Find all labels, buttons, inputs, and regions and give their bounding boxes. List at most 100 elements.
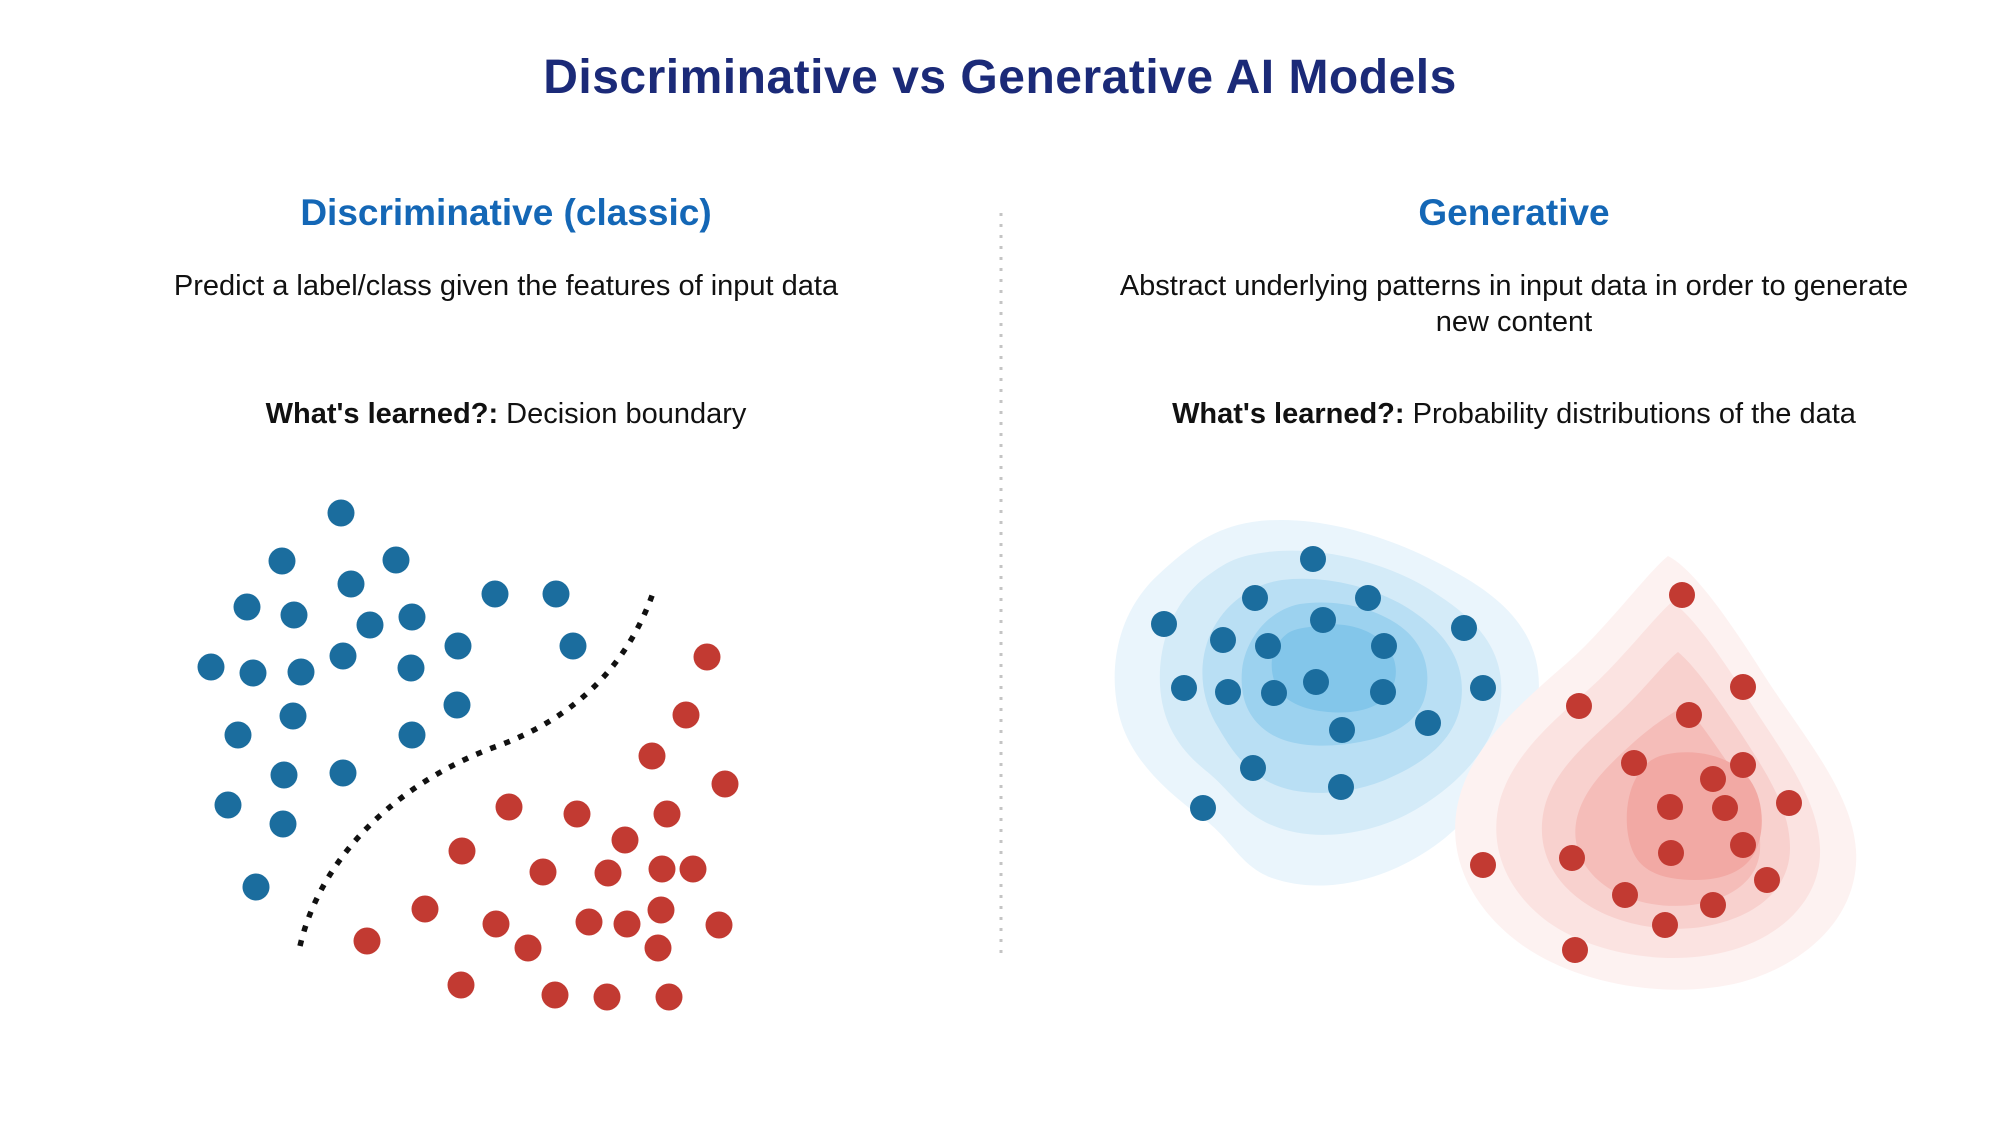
decision-boundary [297, 586, 658, 947]
blue-class-point [1171, 675, 1197, 701]
blue-class-point [268, 547, 296, 575]
generative-density-chart [1114, 519, 1857, 990]
red-class-point [705, 911, 733, 939]
blue-class-points [197, 499, 587, 901]
blue-class-point [1415, 710, 1441, 736]
red-class-point [1621, 750, 1647, 776]
red-class-point [594, 859, 622, 887]
blue-class-point [329, 642, 357, 670]
red-class-point [514, 934, 542, 962]
red-class-point [1754, 867, 1780, 893]
blue-class-point [443, 691, 471, 719]
red-class-point [672, 701, 700, 729]
blue-class-point [224, 721, 252, 749]
red-class-point [563, 800, 591, 828]
red-class-point [1700, 766, 1726, 792]
red-class-point [1566, 693, 1592, 719]
red-class-point [1730, 752, 1756, 778]
discriminative-panel: Discriminative (classic) Predict a label… [6, 192, 1006, 452]
blue-class-point [397, 654, 425, 682]
blue-class-point [233, 593, 261, 621]
generative-panel: Generative Abstract underlying patterns … [1014, 192, 2000, 452]
learned-value: Decision boundary [506, 398, 747, 430]
blue-class-point [398, 721, 426, 749]
red-class-point [447, 971, 475, 999]
blue-class-point [280, 601, 308, 629]
red-class-point [1652, 912, 1678, 938]
red-class-point [1658, 840, 1684, 866]
red-class-point [613, 910, 641, 938]
blue-class-point [269, 810, 297, 838]
blue-class-point [1371, 633, 1397, 659]
learned-value: Probability distributions of the data [1412, 398, 1856, 430]
red-class-point [1612, 882, 1638, 908]
red-class-point [653, 800, 681, 828]
red-class-point [1470, 852, 1496, 878]
red-class-point [679, 855, 707, 883]
blue-class-point [242, 873, 270, 901]
red-class-point [1676, 702, 1702, 728]
blue-class-point [1240, 755, 1266, 781]
blue-class-points [1151, 546, 1496, 821]
red-class-point [1712, 795, 1738, 821]
blue-class-point [1215, 679, 1241, 705]
red-class-point [1562, 937, 1588, 963]
red-class-points [1470, 582, 1802, 963]
blue-class-point [1242, 585, 1268, 611]
blue-class-point [1300, 546, 1326, 572]
learned-label: What's learned?: [1172, 398, 1405, 430]
generative-heading: Generative [1418, 192, 1610, 233]
panel-divider-dotted-line [999, 213, 1003, 953]
red-class-point [1776, 790, 1802, 816]
red-class-point [611, 826, 639, 854]
blue-class-point [329, 759, 357, 787]
discriminative-description: Predict a label/class given the features… [173, 270, 839, 302]
blue-class-point [270, 761, 298, 789]
red-class-point [1700, 892, 1726, 918]
blue-class-point [1355, 585, 1381, 611]
red-class-point [711, 770, 739, 798]
blue-class-point [287, 658, 315, 686]
red-class-point [353, 927, 381, 955]
red-class-point [448, 837, 476, 865]
blue-class-point [327, 499, 355, 527]
blue-class-point [356, 611, 384, 639]
blue-class-point [398, 603, 426, 631]
blue-density-contour-level-5 [1271, 624, 1396, 713]
page-title: Discriminative vs Generative AI Models [543, 51, 1457, 104]
generative-description: Abstract underlying patterns in input da… [1119, 270, 1909, 338]
discriminative-learned-line: What's learned?: Decision boundary [6, 398, 1006, 431]
red-class-point [1657, 794, 1683, 820]
blue-class-point [214, 791, 242, 819]
red-class-points [353, 643, 739, 1011]
discriminative-heading: Discriminative (classic) [300, 192, 712, 233]
red-class-point [655, 983, 683, 1011]
red-class-point [529, 858, 557, 886]
blue-class-point [239, 659, 267, 687]
red-class-point [1730, 832, 1756, 858]
red-class-point [648, 855, 676, 883]
blue-class-point [1451, 615, 1477, 641]
blue-class-point [382, 546, 410, 574]
blue-class-point [1210, 627, 1236, 653]
blue-class-point [1310, 607, 1336, 633]
blue-class-point [1303, 669, 1329, 695]
red-class-point [1730, 674, 1756, 700]
learned-label: What's learned?: [265, 398, 499, 430]
blue-class-point [1329, 717, 1355, 743]
blue-class-point [1261, 680, 1287, 706]
generative-learned-line: What's learned?: Probability distributio… [1014, 398, 2000, 431]
blue-class-point [1151, 611, 1177, 637]
red-class-point [541, 981, 569, 1009]
blue-class-point [1370, 679, 1396, 705]
blue-class-point [1190, 795, 1216, 821]
red-class-point [411, 895, 439, 923]
blue-class-point [1255, 633, 1281, 659]
red-class-point [1669, 582, 1695, 608]
red-class-point [575, 908, 603, 936]
red-class-point [482, 910, 510, 938]
blue-class-point [197, 653, 225, 681]
discriminative-scatter-chart [197, 499, 739, 1011]
red-class-point [693, 643, 721, 671]
